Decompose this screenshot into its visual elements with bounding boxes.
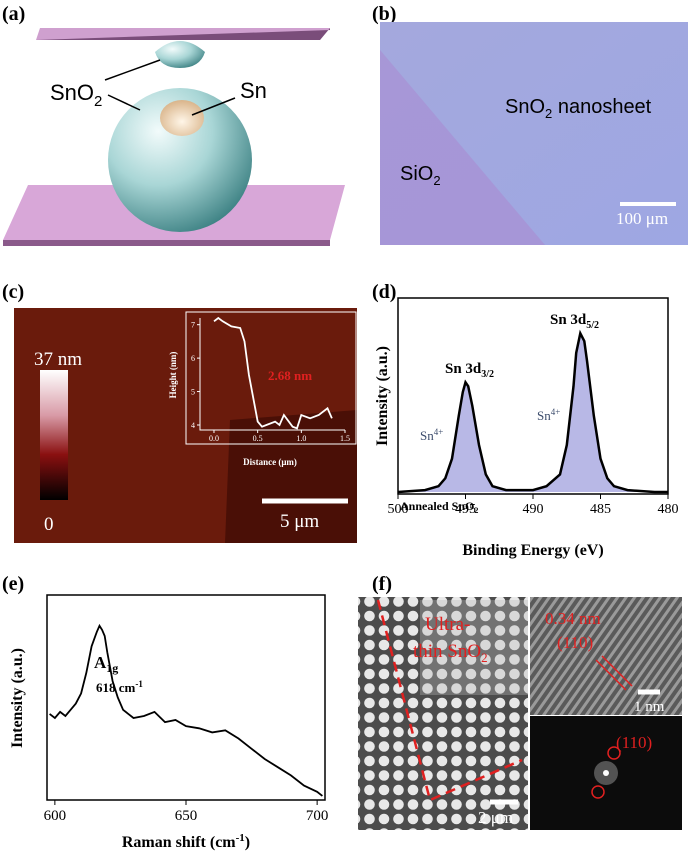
y-axis-label: Intensity (a.u.) xyxy=(374,346,391,446)
fft-plane-label: (110) xyxy=(616,733,652,752)
sn-core xyxy=(160,100,204,136)
panel-a: (a) SnO2 Sn xyxy=(2,3,345,246)
y-tick-label: 7 xyxy=(191,320,195,329)
spacing-label: 0.34 nm xyxy=(545,609,601,628)
panel-d: (d) Binding Energy (eV) Intensity (a.u.)… xyxy=(372,281,604,559)
x-axis-label: Binding Energy (eV) xyxy=(462,542,603,559)
y-axis-label: Height (nm) xyxy=(168,352,178,399)
plane-label: (110) xyxy=(557,633,593,652)
panel-label: (f) xyxy=(372,573,392,595)
panel-b: (b) SnO2 nanosheet SiO2 100 μm xyxy=(372,3,688,245)
peak-label: Sn 3d3/2 xyxy=(445,361,494,380)
panel-label: (b) xyxy=(372,3,396,25)
x-tick-label: 700 xyxy=(306,808,329,824)
data-area xyxy=(397,329,668,494)
x-axis-label: Raman shift (cm-1) xyxy=(122,832,250,851)
scale-label: 100 μm xyxy=(616,209,668,228)
x-tick-label: 1.5 xyxy=(340,434,350,443)
x-tick-label: 490 xyxy=(523,502,544,517)
scale-label: 2 μm xyxy=(478,808,513,827)
x-tick-label: 650 xyxy=(175,808,198,824)
peak-label: Sn 3d5/2 xyxy=(550,312,599,331)
x-tick-label: 0.0 xyxy=(209,434,219,443)
panel-f: (f) Ultra- thin SnO2 2 μm 0.34 nm (110) … xyxy=(358,573,682,830)
shift-label: 618 cm-1 xyxy=(96,679,143,695)
panel-label: (c) xyxy=(2,281,24,303)
data-line xyxy=(49,623,323,797)
sample-label: Annealed SnO2 xyxy=(400,499,478,515)
x-tick-label: 1.0 xyxy=(296,434,306,443)
label-sn: Sn xyxy=(240,78,267,103)
x-axis-label: Distance (μm) xyxy=(243,457,297,467)
film-label: Ultra- xyxy=(425,614,470,635)
axes-frame xyxy=(46,594,326,801)
y-axis-label: Intensity (a.u.) xyxy=(9,648,26,748)
x-tick-label: 480 xyxy=(658,502,679,517)
label-nanosheet: SnO2 nanosheet xyxy=(505,96,652,121)
x-tick-label: 600 xyxy=(44,808,67,824)
y-tick-label: 4 xyxy=(191,421,195,430)
panel-label: (e) xyxy=(2,573,24,595)
y-tick-label: 6 xyxy=(191,354,195,363)
label-sno2: SnO2 xyxy=(50,80,102,110)
panel-label: (d) xyxy=(372,281,396,303)
scale-label: 1 nm xyxy=(634,699,665,715)
y-tick-label: 5 xyxy=(191,387,195,396)
state-label: Sn4+ xyxy=(420,427,443,443)
scale-label: 5 μm xyxy=(280,511,319,532)
hrtem-image xyxy=(530,597,682,715)
state-label: Sn4+ xyxy=(537,407,560,423)
x-tick-label: 500 xyxy=(388,502,409,517)
colorbar-min: 0 xyxy=(44,514,54,535)
data-line xyxy=(213,316,333,430)
inset-frame xyxy=(185,311,357,445)
axes-frame xyxy=(199,318,345,431)
film-label: thin SnO2 xyxy=(413,641,488,665)
panel-e: (e) Raman shift (cm-1) Intensity (a.u.) … xyxy=(2,573,250,851)
x-tick-label: 485 xyxy=(590,502,611,517)
colorbar xyxy=(40,370,68,500)
label-sio2: SiO2 xyxy=(400,163,441,188)
x-tick-label: 495 xyxy=(455,502,476,517)
x-tick-label: 0.5 xyxy=(253,434,263,443)
panel-c: (c) 37 nm 0 5 μm Distance (μm) Height (n… xyxy=(2,281,357,543)
panel-label: (a) xyxy=(2,3,25,25)
mode-label: A1g xyxy=(94,653,118,675)
sphere xyxy=(108,88,252,232)
colorbar-max: 37 nm xyxy=(34,349,82,370)
cap xyxy=(155,41,205,68)
annotation: 2.68 nm xyxy=(268,368,312,383)
axes-frame xyxy=(397,297,669,495)
